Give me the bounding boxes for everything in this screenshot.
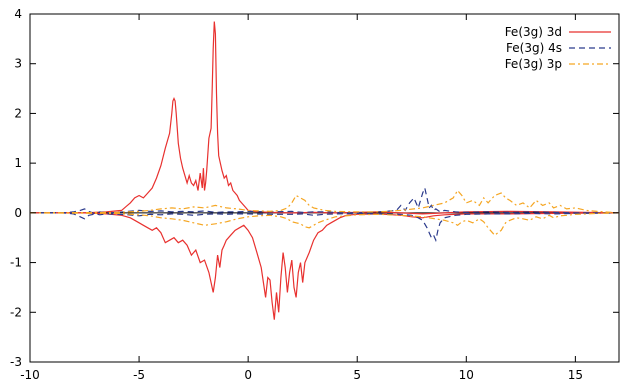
y-tick-label: 2 [14, 106, 22, 120]
x-tick-label: 10 [459, 368, 474, 382]
y-tick-label: -1 [10, 256, 22, 270]
legend-label: Fe(3g) 3d [505, 25, 562, 39]
y-tick-label: 3 [14, 57, 22, 71]
series-line-3-up [29, 189, 620, 214]
legend-label: Fe(3g) 4s [506, 41, 562, 55]
x-tick-label: -10 [20, 368, 40, 382]
legend-label: Fe(3g) 3p [505, 57, 562, 71]
plot-frame [29, 13, 620, 363]
x-tick-label: 5 [353, 368, 361, 382]
x-tick-label: 0 [244, 368, 252, 382]
y-tick-label: 4 [14, 7, 22, 21]
series-line-3-down [29, 212, 620, 237]
series-line-1-down [30, 212, 620, 320]
legend: Fe(3g) 3d Fe(3g) 4s Fe(3g) 3p [505, 25, 611, 71]
y-tick-label: 1 [14, 156, 22, 170]
y-tick-label: -2 [10, 305, 22, 319]
series-line-2-up [30, 186, 619, 215]
y-tick-label: -3 [10, 355, 22, 369]
y-tick-label: 0 [14, 206, 22, 220]
series-line-2-down [30, 212, 620, 243]
x-tick-label: -5 [133, 368, 145, 382]
x-tick-label: 15 [568, 368, 583, 382]
series-group [29, 21, 620, 320]
